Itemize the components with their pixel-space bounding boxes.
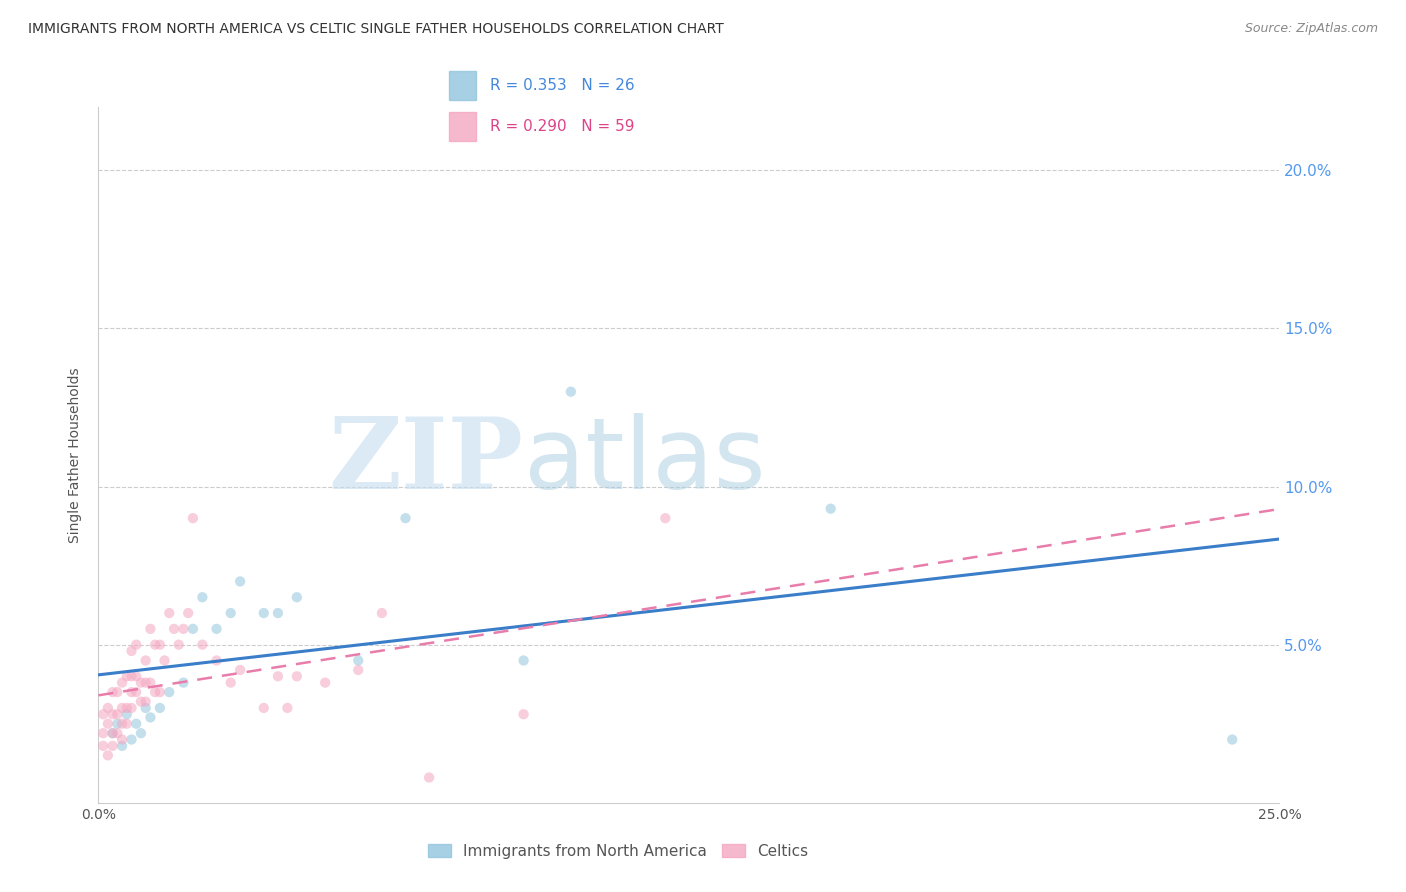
Point <box>111 739 134 753</box>
Point <box>177 606 200 620</box>
Point <box>125 685 148 699</box>
Point <box>125 716 148 731</box>
Point <box>285 669 308 683</box>
Point <box>1220 732 1243 747</box>
Point <box>121 644 143 658</box>
Point <box>267 606 290 620</box>
Point <box>91 739 114 753</box>
Point <box>371 606 394 620</box>
Legend: Immigrants from North America, Celtics: Immigrants from North America, Celtics <box>422 838 814 864</box>
Text: ZIP: ZIP <box>329 413 523 510</box>
Point <box>125 638 148 652</box>
FancyBboxPatch shape <box>450 112 477 141</box>
Point <box>97 748 120 763</box>
Point <box>101 726 124 740</box>
Point <box>157 606 180 620</box>
Point <box>139 622 162 636</box>
Point <box>157 685 180 699</box>
Point <box>191 638 214 652</box>
Point <box>101 726 124 740</box>
Point <box>105 726 128 740</box>
Point <box>219 675 242 690</box>
Point <box>143 685 166 699</box>
Point <box>129 726 152 740</box>
Point <box>101 685 124 699</box>
Point <box>149 685 172 699</box>
Point <box>105 685 128 699</box>
Point <box>512 653 534 667</box>
Point <box>111 716 134 731</box>
Point <box>229 574 252 589</box>
Point <box>135 653 157 667</box>
Point <box>125 669 148 683</box>
Point <box>276 701 298 715</box>
Point <box>105 707 128 722</box>
Point <box>347 663 370 677</box>
Point <box>172 675 194 690</box>
Point <box>135 675 157 690</box>
Point <box>267 669 290 683</box>
Text: R = 0.290   N = 59: R = 0.290 N = 59 <box>489 120 634 134</box>
Point <box>347 653 370 667</box>
Point <box>149 638 172 652</box>
Point <box>115 707 138 722</box>
Point <box>285 591 308 605</box>
Point <box>101 707 124 722</box>
Point <box>111 732 134 747</box>
Point <box>181 511 204 525</box>
Point <box>91 726 114 740</box>
Point <box>314 675 336 690</box>
Point <box>91 707 114 722</box>
Point <box>654 511 676 525</box>
Point <box>135 701 157 715</box>
Point <box>181 622 204 636</box>
Text: IMMIGRANTS FROM NORTH AMERICA VS CELTIC SINGLE FATHER HOUSEHOLDS CORRELATION CHA: IMMIGRANTS FROM NORTH AMERICA VS CELTIC … <box>28 22 724 37</box>
Point <box>394 511 416 525</box>
Point <box>139 675 162 690</box>
Point <box>121 669 143 683</box>
Point <box>205 653 228 667</box>
Point <box>115 701 138 715</box>
Point <box>135 695 157 709</box>
Point <box>253 701 276 715</box>
Point <box>153 653 176 667</box>
Point <box>172 622 194 636</box>
Point <box>115 669 138 683</box>
Point <box>229 663 252 677</box>
Point <box>139 710 162 724</box>
Point <box>560 384 582 399</box>
Point <box>253 606 276 620</box>
Point <box>105 716 128 731</box>
Point <box>167 638 190 652</box>
Point <box>115 716 138 731</box>
Point <box>143 638 166 652</box>
Point <box>97 716 120 731</box>
FancyBboxPatch shape <box>450 71 477 100</box>
Point <box>205 622 228 636</box>
Point <box>512 707 534 722</box>
Text: atlas: atlas <box>523 413 765 510</box>
Point <box>97 701 120 715</box>
Point <box>129 695 152 709</box>
Point <box>163 622 186 636</box>
Point <box>418 771 440 785</box>
Point <box>191 591 214 605</box>
Point <box>121 732 143 747</box>
Point <box>219 606 242 620</box>
Point <box>121 701 143 715</box>
Y-axis label: Single Father Households: Single Father Households <box>69 368 83 542</box>
Point <box>101 739 124 753</box>
Point <box>820 501 842 516</box>
Point <box>111 675 134 690</box>
Point <box>121 685 143 699</box>
Point <box>111 701 134 715</box>
Point <box>129 675 152 690</box>
Point <box>149 701 172 715</box>
Text: Source: ZipAtlas.com: Source: ZipAtlas.com <box>1244 22 1378 36</box>
Text: R = 0.353   N = 26: R = 0.353 N = 26 <box>489 78 634 93</box>
